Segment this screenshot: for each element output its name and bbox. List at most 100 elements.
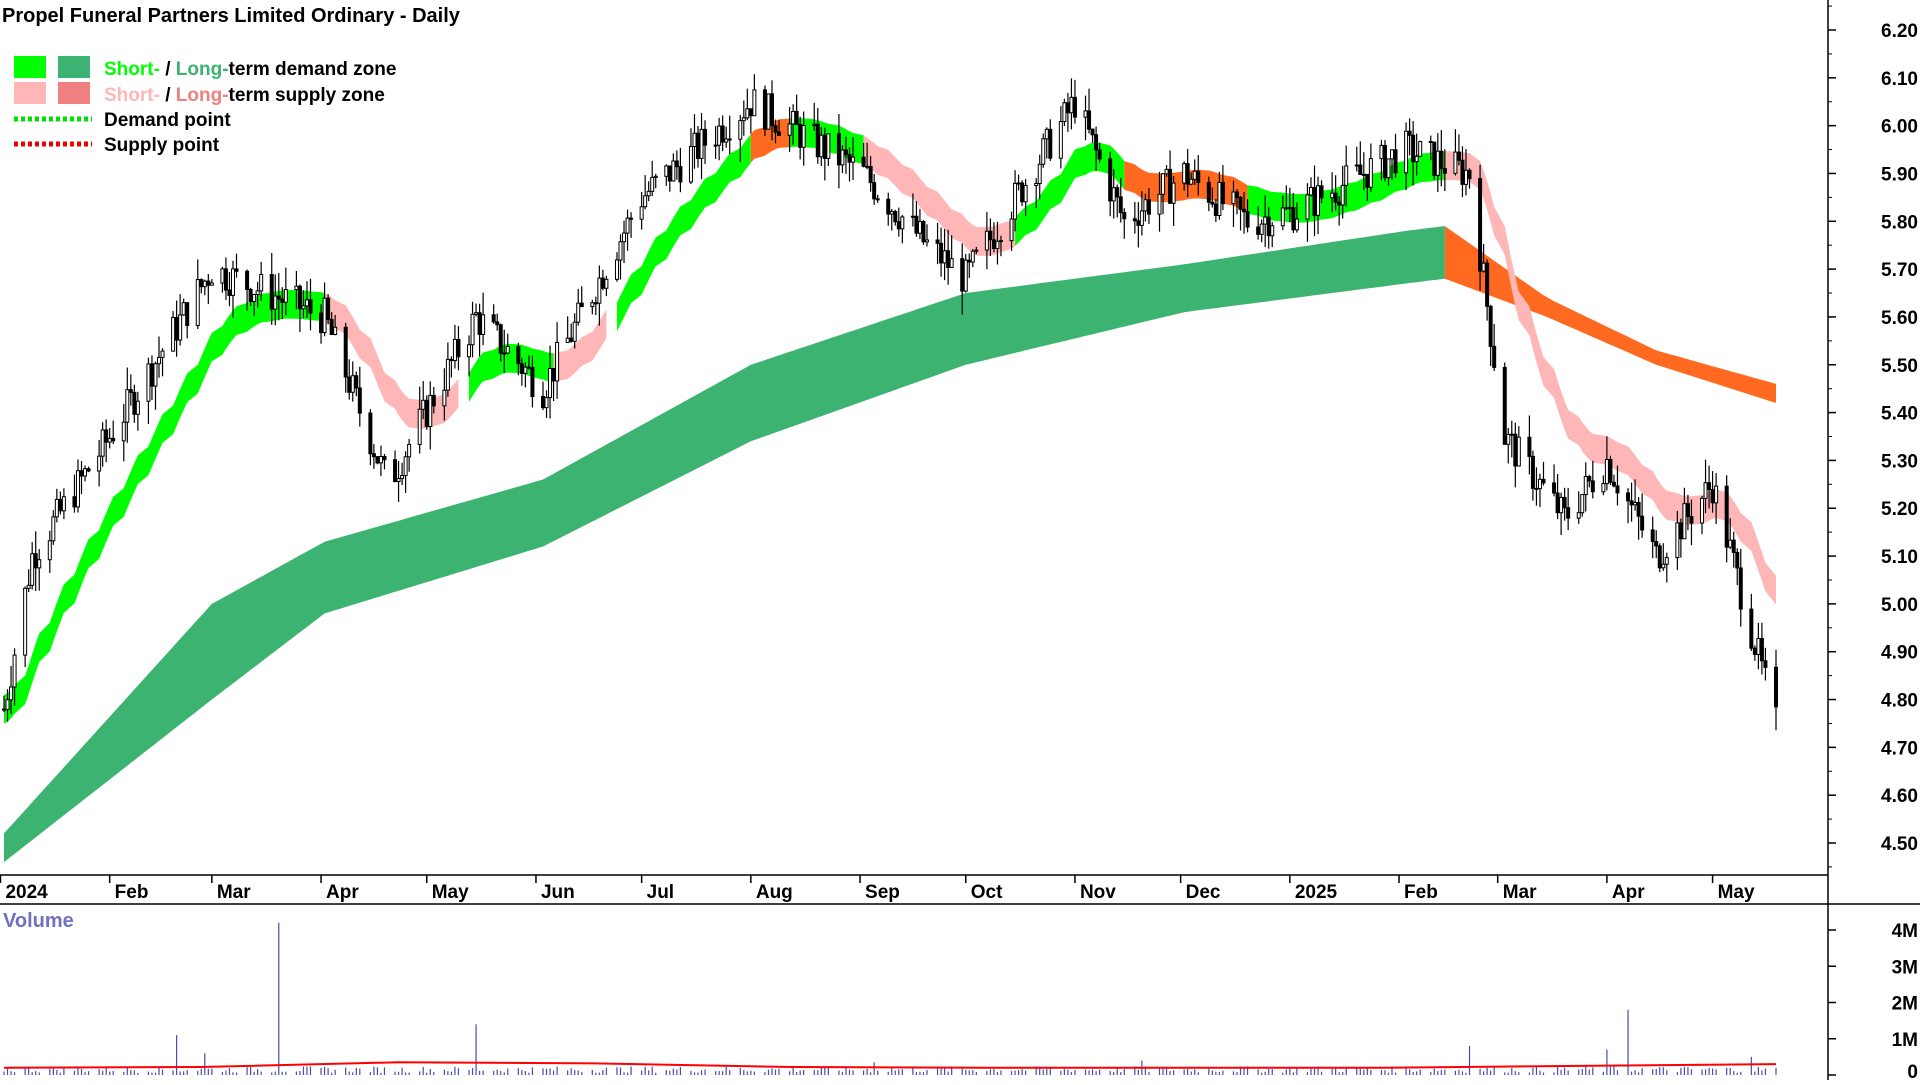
candle-body (470, 313, 475, 346)
candle-body (984, 230, 989, 251)
candle-body (822, 134, 827, 159)
time-tick-label: Feb (1404, 882, 1438, 903)
candle-body (1220, 181, 1225, 205)
candle-body (1245, 211, 1250, 228)
time-tick-label: Oct (971, 882, 1003, 903)
candle-body (1189, 178, 1194, 185)
time-tick-label: Apr (1612, 882, 1645, 903)
candle-body (1439, 150, 1444, 170)
candle-body (1354, 164, 1359, 167)
candle-body (544, 397, 549, 409)
candle-body (456, 338, 461, 358)
candle-body (1506, 433, 1511, 445)
candle-body (960, 258, 965, 292)
candle-body (1386, 158, 1391, 179)
legend-supply-zone-text: term supply zone (229, 85, 385, 106)
candle-body (26, 584, 31, 589)
candle-body (1161, 173, 1166, 195)
candle-body (135, 400, 140, 415)
volume-title: Volume (3, 910, 74, 932)
candle-body (1752, 647, 1757, 655)
time-tick-label: Dec (1186, 882, 1221, 903)
candle-body (1707, 482, 1712, 491)
candle-body (33, 553, 38, 569)
candle-body (1069, 96, 1074, 114)
candle-body (998, 240, 1003, 243)
candle-body (431, 394, 436, 407)
candle-body (1566, 507, 1571, 519)
candle-body (1509, 433, 1514, 436)
volume-tick-label: 1M (1892, 1030, 1918, 1051)
candle-body (738, 120, 743, 140)
candle-body (343, 326, 348, 378)
candle-body (477, 312, 482, 335)
candle-body (667, 165, 672, 182)
legend-short-term-supply: Short- (104, 85, 160, 106)
candle-body (333, 326, 338, 335)
candle-body (1675, 522, 1680, 559)
candle-body (664, 165, 669, 177)
candle-body (2, 708, 6, 711)
candle-body (111, 437, 116, 442)
candle-body (1664, 557, 1669, 565)
candle-body (1361, 173, 1366, 176)
candle-body (86, 468, 91, 472)
candle-body (350, 375, 355, 393)
candle-body (206, 280, 211, 286)
price-tick-label: 5.50 (1881, 356, 1918, 377)
candle-body (1210, 201, 1215, 205)
candle-body (5, 699, 10, 710)
candle-body (1344, 165, 1349, 186)
candle-body (128, 389, 133, 393)
candle-body (107, 437, 112, 443)
candle-body (1393, 149, 1398, 174)
candle-body (1337, 201, 1342, 206)
time-tick-label: Aug (756, 882, 793, 903)
candle-body (1580, 494, 1585, 514)
candle-body (375, 456, 380, 464)
candle-body (502, 352, 507, 355)
candle-body (1555, 492, 1560, 514)
candle-body (495, 321, 500, 326)
candle-body (1118, 196, 1123, 214)
candle-body (283, 289, 288, 303)
candle-body (1058, 121, 1063, 159)
candle-body (699, 128, 704, 159)
time-tick-label: Apr (326, 882, 359, 903)
candle-body (791, 110, 796, 125)
candle-body (1759, 637, 1764, 662)
candle-body (1411, 134, 1416, 163)
candle-body (1432, 141, 1437, 176)
candle-body (1379, 144, 1384, 160)
candle-body (970, 250, 975, 263)
candle-body (498, 324, 503, 354)
candle-body (297, 285, 302, 310)
price-tick-label: 4.70 (1881, 738, 1918, 759)
candle-body (417, 408, 422, 445)
candle-body (745, 108, 750, 119)
candle-body (900, 216, 905, 230)
candle-body (322, 297, 327, 334)
candle-body (1414, 155, 1419, 163)
candle-body (357, 387, 362, 414)
candle-body (787, 123, 792, 136)
candle-body (47, 540, 52, 561)
candle-body (199, 279, 204, 288)
candle-body (671, 160, 676, 182)
time-tick-label: Mar (1503, 882, 1537, 903)
candle-body (752, 89, 757, 117)
candle-body (519, 363, 524, 374)
candle-body (1013, 182, 1018, 220)
candle-body (1168, 168, 1173, 204)
volume-tick-label: 3M (1892, 957, 1918, 978)
candle-body (1418, 140, 1423, 157)
candle-body (703, 128, 708, 146)
candle-body (1139, 210, 1144, 226)
candle-body (629, 217, 634, 220)
candle-body (766, 93, 771, 130)
candle-body (526, 366, 531, 369)
candle-body (382, 455, 387, 461)
candle-body (1182, 163, 1187, 184)
candle-body (1213, 203, 1218, 216)
candle-body (195, 279, 200, 327)
